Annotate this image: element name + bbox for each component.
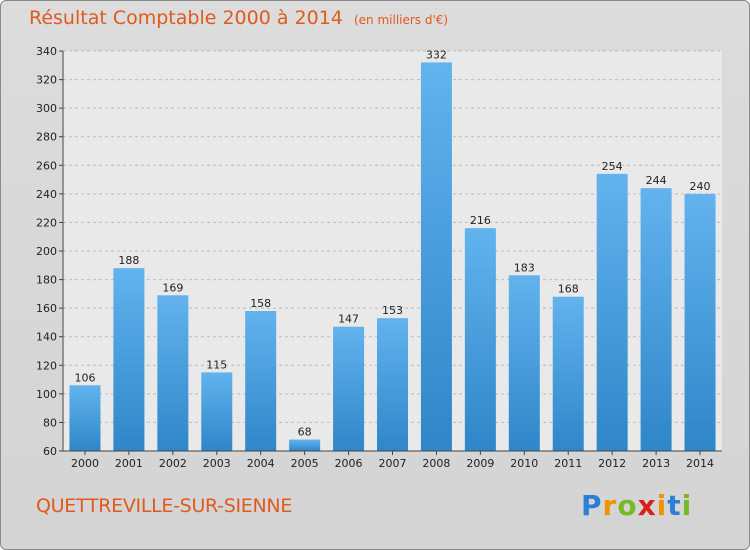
x-tick-label-2000: 2000 [71,457,99,470]
data-label-2005: 68 [298,426,312,439]
y-tick-label: 60 [43,445,57,458]
x-tick-label-2014: 2014 [686,457,714,470]
data-label-2001: 188 [118,254,139,267]
logo-letter: P [581,489,603,522]
y-tick-label: 100 [36,388,57,401]
y-tick-label: 200 [36,245,57,258]
bar-2008 [420,62,452,452]
data-label-2011: 168 [558,283,579,296]
bar-2013 [640,188,672,451]
x-tick-label-2013: 2013 [642,457,670,470]
y-tick-label: 180 [36,274,57,287]
bar-2007 [377,318,408,451]
data-label-2003: 115 [206,358,227,371]
bar-2011 [552,296,584,451]
data-label-2008: 332 [426,48,447,61]
chart-title: Résultat Comptable 2000 à 2014 (en milli… [29,7,448,29]
y-tick-label: 340 [36,45,57,58]
x-tick-label-2004: 2004 [247,457,275,470]
bar-2006 [333,326,365,451]
bar-2000 [69,385,101,451]
proxiti-logo[interactable]: Proxiti [581,489,692,522]
y-tick-label: 260 [36,159,57,172]
data-label-2013: 244 [646,174,667,187]
bar-2012 [596,173,628,451]
bars: 106 188 169 115 158 68 147 153 332 216 183 168 254 24… [69,48,716,452]
x-tick-label-2012: 2012 [598,457,626,470]
x-tick-label-2001: 2001 [115,457,143,470]
data-label-2007: 153 [382,304,403,317]
logo-letter: o [617,489,638,522]
y-tick-label: 220 [36,216,57,229]
bar-2002 [157,295,189,451]
logo-letter: i [656,489,668,522]
axes: 60 80 100 120 140 160 180 200 220 240 260 280 300 320… [36,45,722,470]
logo-letter: r [602,489,618,522]
bar-2003 [201,372,233,451]
x-tick-label-2008: 2008 [422,457,450,470]
data-label-2006: 147 [338,313,359,326]
x-tick-label-2009: 2009 [466,457,494,470]
data-label-2000: 106 [74,371,95,384]
y-tick-label: 280 [36,131,57,144]
y-tick-label: 80 [43,416,57,429]
commune-name: QUETTREVILLE-SUR-SIENNE [36,495,293,517]
y-tick-label: 120 [36,359,57,372]
bar-2014 [684,193,716,451]
logo-letter: i [681,489,693,522]
x-tick-label-2002: 2002 [159,457,187,470]
bar-2005 [289,439,321,451]
data-label-2014: 240 [690,180,711,193]
x-tick-label-2006: 2006 [335,457,363,470]
x-tick-label-2007: 2007 [379,457,407,470]
unit-note: (en milliers d'€) [353,13,449,27]
data-label-2009: 216 [470,214,491,227]
x-tick-label-2010: 2010 [510,457,538,470]
bar-2009 [464,228,496,451]
y-tick-label: 240 [36,188,57,201]
data-label-2004: 158 [250,297,271,310]
data-label-2010: 183 [514,261,535,274]
x-tick-label-2011: 2011 [554,457,582,470]
data-label-2002: 169 [162,281,183,294]
bar-2001 [113,268,145,451]
bar-2010 [508,275,540,451]
y-tick-label: 320 [36,74,57,87]
x-tick-label-2003: 2003 [203,457,231,470]
data-label-2012: 254 [602,160,623,173]
bar-2004 [245,311,277,451]
y-tick-label: 140 [36,331,57,344]
logo-letter: x [637,489,657,522]
y-tick-label: 300 [36,102,57,115]
logo-letter: t [667,489,682,522]
title-text: Résultat Comptable 2000 à 2014 [29,7,343,29]
y-tick-label: 160 [36,302,57,315]
x-tick-label-2005: 2005 [291,457,319,470]
